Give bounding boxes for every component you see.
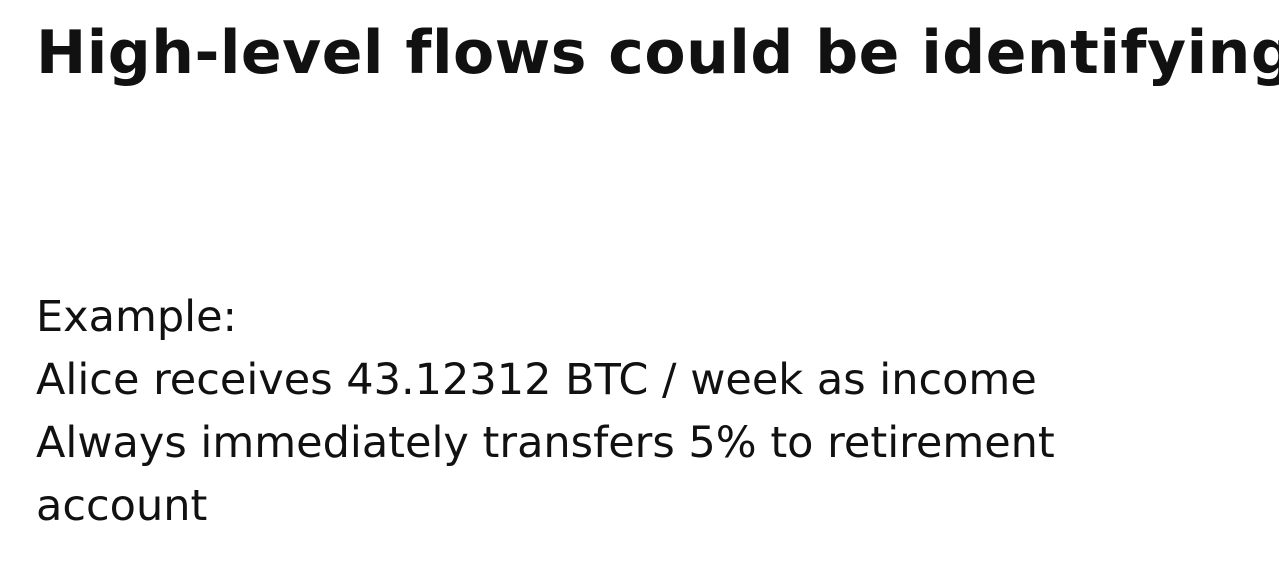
body-line-income: Alice receives 43.12312 BTC / week as in… [36,355,1037,405]
slide-title: High-level flows could be identifying [36,18,1279,88]
body-line-account: account [36,481,208,531]
body-line-example-label: Example: [36,292,238,342]
slide-body: Example: Alice receives 43.12312 BTC / w… [36,286,1055,538]
body-line-transfer: Always immediately transfers 5% to retir… [36,418,1055,468]
